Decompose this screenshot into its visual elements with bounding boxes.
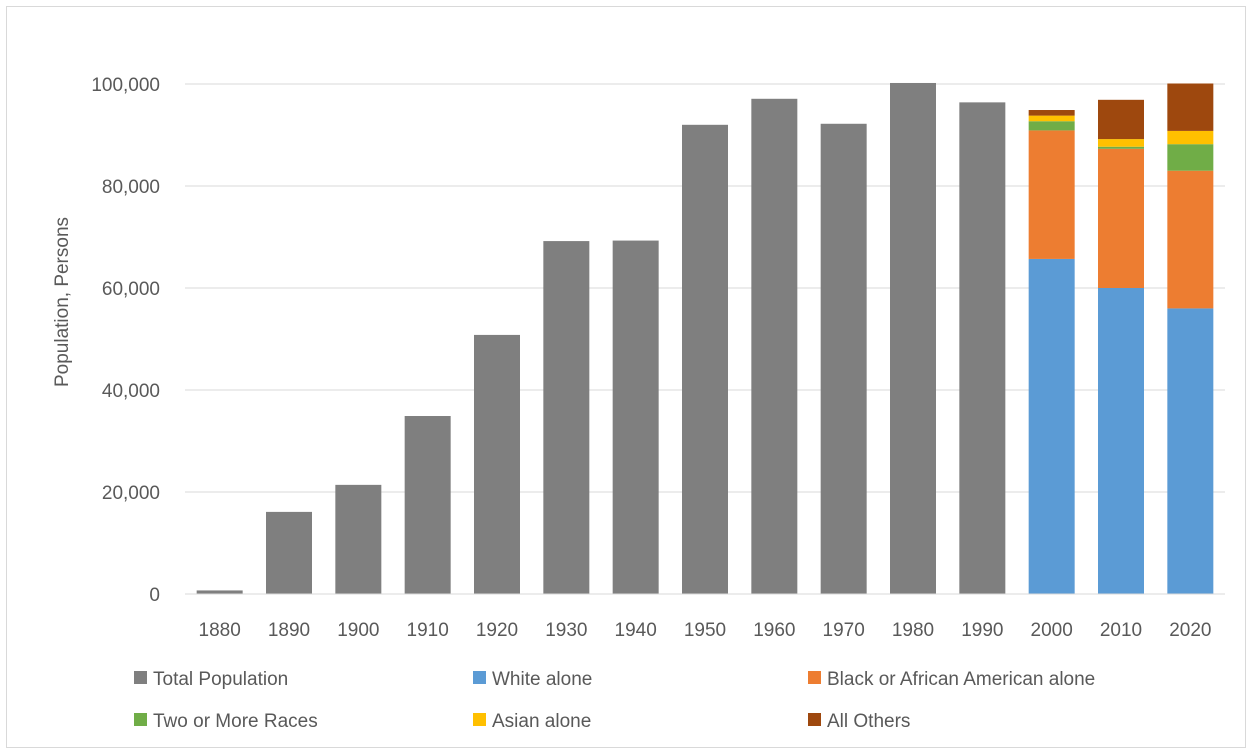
legend-swatch bbox=[473, 671, 486, 684]
x-tick-label: 1970 bbox=[823, 620, 865, 641]
bar-segment bbox=[404, 416, 451, 594]
x-tick-label: 1900 bbox=[337, 620, 379, 641]
bar-segment bbox=[1028, 110, 1075, 116]
x-tick-label: 1920 bbox=[476, 620, 518, 641]
bar-segment bbox=[1028, 130, 1075, 259]
chart-frame bbox=[6, 6, 1246, 748]
y-tick-label: 100,000 bbox=[91, 75, 160, 96]
bar-segment bbox=[751, 98, 798, 594]
bars bbox=[196, 82, 1214, 595]
x-tick-label: 1950 bbox=[684, 620, 726, 641]
x-tick-label: 1880 bbox=[199, 620, 241, 641]
y-tick-label: 60,000 bbox=[102, 279, 160, 300]
bar-segment bbox=[1098, 148, 1144, 288]
bar-segment bbox=[474, 334, 520, 594]
x-tick-label: 2020 bbox=[1169, 620, 1211, 641]
legend-swatch bbox=[134, 671, 147, 684]
bar-segment bbox=[1167, 83, 1214, 131]
bar-segment bbox=[1098, 146, 1144, 149]
legend-label: Two or More Races bbox=[153, 711, 318, 732]
bar-segment bbox=[1098, 99, 1144, 140]
legend-swatch bbox=[134, 713, 147, 726]
y-tick-label: 0 bbox=[149, 585, 160, 606]
legend-label: Total Population bbox=[153, 669, 288, 690]
x-tick-label: 1930 bbox=[545, 620, 587, 641]
legend-label: White alone bbox=[492, 669, 592, 690]
y-tick-label: 20,000 bbox=[102, 483, 160, 504]
bar-segment bbox=[1098, 139, 1144, 147]
bar-segment bbox=[1167, 308, 1214, 594]
legend-swatch bbox=[808, 713, 821, 726]
bar-segment bbox=[1028, 115, 1075, 122]
bar-segment bbox=[1167, 170, 1214, 309]
bar-segment bbox=[612, 240, 659, 594]
x-tick-label: 1910 bbox=[407, 620, 449, 641]
legend-label: Asian alone bbox=[492, 711, 591, 732]
bar-segment bbox=[1098, 288, 1144, 594]
bar-segment bbox=[890, 82, 936, 594]
y-tick-label: 40,000 bbox=[102, 381, 160, 402]
legend-swatch bbox=[473, 713, 486, 726]
bar-segment bbox=[1028, 258, 1075, 594]
bar-segment bbox=[266, 511, 312, 594]
x-tick-label: 1940 bbox=[615, 620, 657, 641]
x-tick-label: 1960 bbox=[753, 620, 795, 641]
y-axis-label: Population, Persons bbox=[52, 217, 73, 387]
legend-label: Black or African American alone bbox=[827, 669, 1095, 690]
axes: 0 20,000 40,000 60,000 80,000 100,000 1880 1890… bbox=[91, 75, 1225, 641]
bar-segment bbox=[1167, 130, 1214, 145]
bar-segment bbox=[335, 484, 382, 594]
x-tick-label: 1990 bbox=[961, 620, 1003, 641]
x-tick-label: 2010 bbox=[1100, 620, 1142, 641]
y-tick-label: 80,000 bbox=[102, 177, 160, 198]
legend-label: All Others bbox=[827, 711, 910, 732]
x-tick-label: 2000 bbox=[1031, 620, 1073, 641]
legend-swatch bbox=[808, 671, 821, 684]
bar-segment bbox=[543, 241, 590, 594]
bar-segment bbox=[682, 124, 728, 595]
x-tick-label: 1980 bbox=[892, 620, 934, 641]
bar-segment bbox=[196, 590, 243, 594]
bar-segment bbox=[959, 102, 1006, 595]
x-tick-label: 1890 bbox=[268, 620, 310, 641]
bar-segment bbox=[1167, 144, 1214, 171]
bar-segment bbox=[1028, 121, 1075, 131]
bar-segment bbox=[820, 123, 867, 594]
legend: Total Population White alone Black or Afri… bbox=[134, 669, 1095, 732]
